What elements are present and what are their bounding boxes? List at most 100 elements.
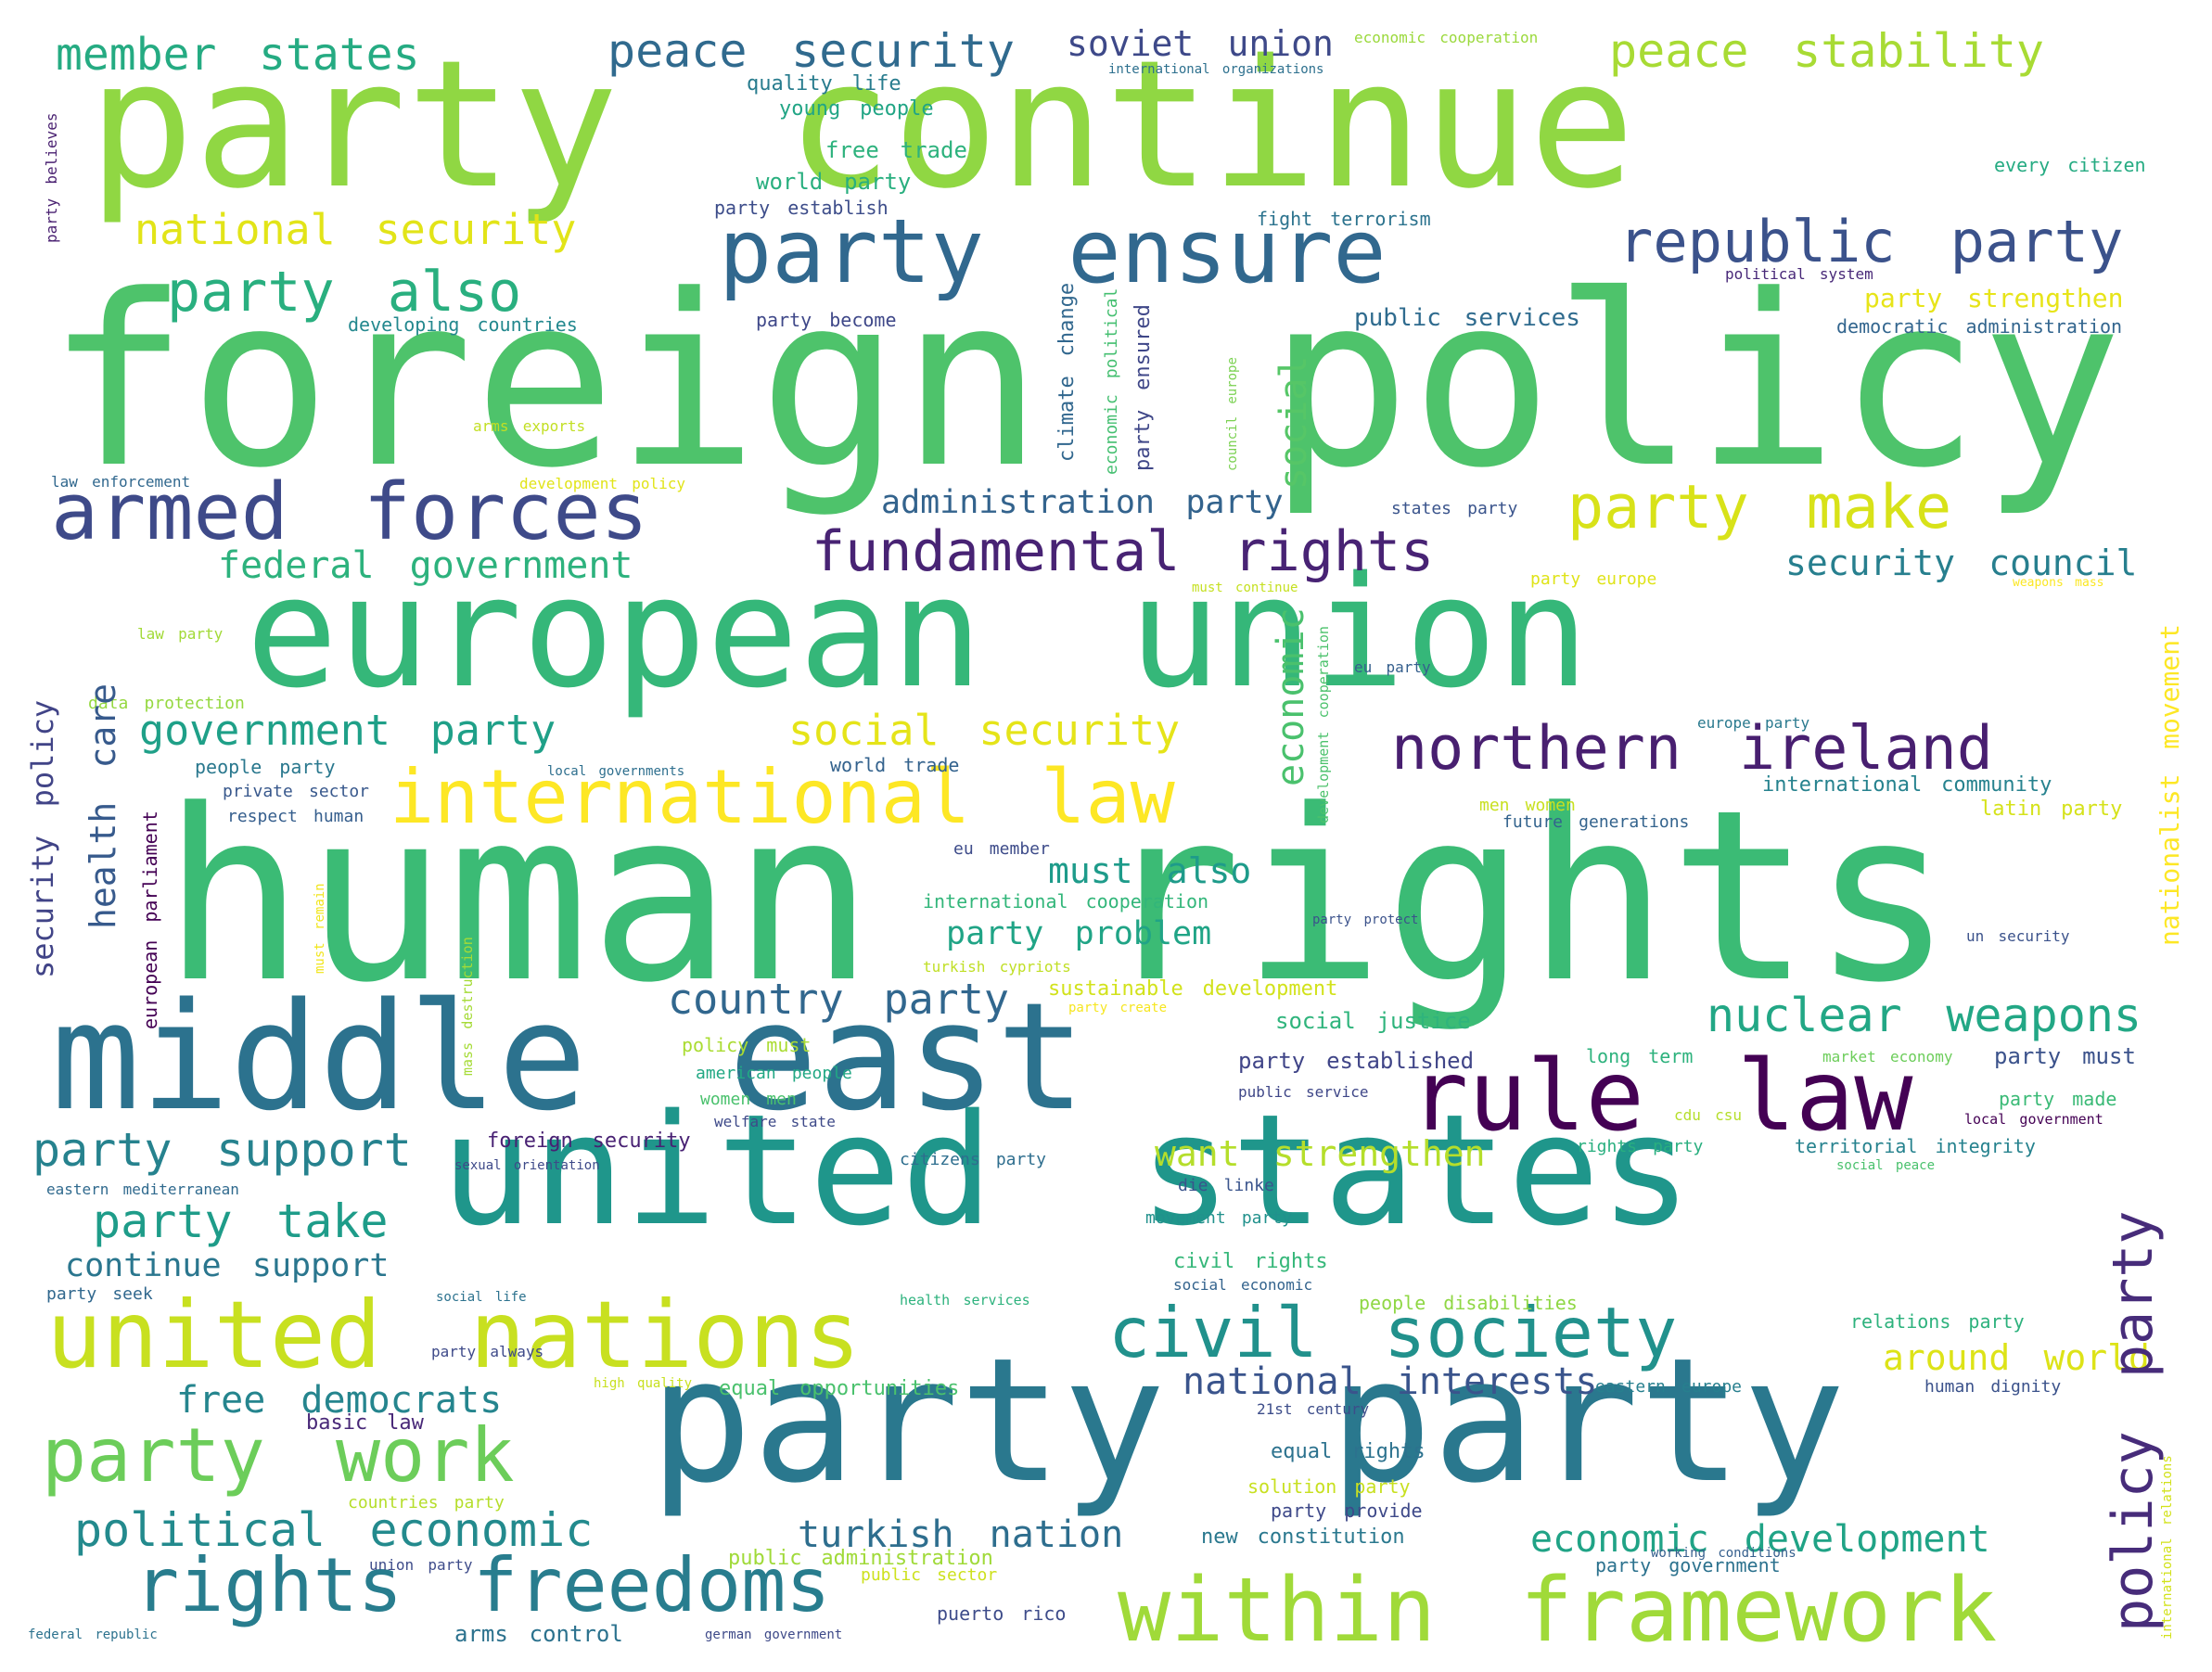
cloud-word: party provide bbox=[1271, 1500, 1423, 1522]
cloud-word: party always bbox=[431, 1343, 544, 1360]
cloud-word: fundamental rights bbox=[812, 519, 1435, 584]
cloud-word: climate change bbox=[1055, 282, 1079, 462]
cloud-word: international law bbox=[390, 754, 1175, 840]
cloud-word: united nations bbox=[46, 1281, 861, 1389]
cloud-word: civil society bbox=[1108, 1292, 1678, 1373]
cloud-word: long term bbox=[1586, 1045, 1694, 1067]
cloud-word: country party bbox=[668, 975, 1009, 1024]
cloud-word: party seek bbox=[46, 1284, 153, 1304]
cloud-word: international organizations bbox=[1108, 62, 1324, 77]
cloud-word: economic development bbox=[1530, 1518, 1990, 1561]
cloud-word: council europe bbox=[1225, 357, 1240, 471]
cloud-word: social life bbox=[436, 1290, 527, 1305]
cloud-word: men women bbox=[1479, 796, 1576, 815]
cloud-word: world party bbox=[756, 169, 912, 195]
cloud-word: party establish bbox=[714, 197, 889, 219]
cloud-word: party government bbox=[1595, 1554, 1781, 1576]
cloud-word: nationalist movement bbox=[2154, 624, 2185, 946]
cloud-word: republic party bbox=[1618, 208, 2124, 275]
cloud-word: party europe bbox=[1530, 569, 1657, 589]
cloud-word: sexual orientation bbox=[454, 1158, 600, 1173]
cloud-word: social economic bbox=[1173, 1276, 1313, 1294]
cloud-word: local governments bbox=[547, 764, 685, 779]
cloud-word: must remain bbox=[313, 883, 327, 974]
cloud-word: party become bbox=[756, 309, 897, 331]
cloud-word: development policy bbox=[519, 475, 685, 492]
cloud-word: party continue bbox=[88, 22, 1635, 227]
cloud-word: health care bbox=[83, 683, 123, 929]
cloud-word: turkish nation bbox=[798, 1513, 1124, 1556]
cloud-word: weapons mass bbox=[2013, 576, 2104, 590]
cloud-word: must continue bbox=[1192, 581, 1298, 595]
cloud-word: sustainable development bbox=[1048, 977, 1338, 1001]
cloud-word: american people bbox=[696, 1064, 852, 1083]
cloud-word: equal opportunities bbox=[719, 1377, 960, 1400]
cloud-word: party must bbox=[1994, 1043, 2136, 1069]
cloud-word: european union bbox=[246, 543, 1590, 721]
cloud-word: federal government bbox=[218, 544, 633, 587]
cloud-word: social bbox=[1272, 355, 1315, 491]
cloud-word: turkish cypriots bbox=[923, 958, 1071, 976]
cloud-word: world trade bbox=[830, 754, 960, 776]
cloud-word: die linke bbox=[1178, 1176, 1274, 1195]
cloud-word: party create bbox=[1068, 1001, 1168, 1015]
cloud-word: rights freedoms bbox=[134, 1542, 831, 1628]
cloud-word: national security bbox=[134, 205, 577, 254]
cloud-word: latin party bbox=[1980, 798, 2123, 821]
cloud-word: 21st century bbox=[1257, 1400, 1370, 1418]
cloud-word: democratic administration bbox=[1836, 315, 2123, 338]
cloud-word: government party bbox=[139, 706, 556, 755]
cloud-word: economic political bbox=[1102, 287, 1121, 475]
cloud-word: states party bbox=[1391, 499, 1518, 518]
cloud-word: rule law bbox=[1410, 1040, 1913, 1153]
cloud-word: national interests bbox=[1183, 1360, 1598, 1403]
cloud-word: security policy bbox=[25, 699, 60, 978]
cloud-word: basic law bbox=[306, 1411, 424, 1435]
cloud-word: people party bbox=[195, 756, 336, 778]
cloud-word: eu party bbox=[1354, 658, 1431, 676]
cloud-word: international community bbox=[1762, 773, 2052, 797]
cloud-word: puerto rico bbox=[937, 1602, 1067, 1625]
cloud-word: citizens party bbox=[900, 1150, 1047, 1169]
cloud-word: civil rights bbox=[1173, 1250, 1328, 1273]
cloud-word: market economy bbox=[1822, 1048, 1953, 1066]
cloud-word: arms exports bbox=[473, 417, 586, 435]
cloud-word: solution party bbox=[1247, 1475, 1411, 1498]
cloud-word: party also bbox=[167, 260, 522, 325]
cloud-word: equal rights bbox=[1271, 1440, 1426, 1463]
cloud-word: party work bbox=[42, 1412, 515, 1499]
cloud-word: economic cooperation bbox=[1354, 29, 1539, 46]
cloud-word: armed forces bbox=[51, 466, 648, 558]
cloud-word: peace stability bbox=[1609, 24, 2045, 78]
cloud-word: policy party bbox=[2101, 1210, 2166, 1632]
cloud-word: free trade bbox=[825, 137, 967, 163]
cloud-word: soviet union bbox=[1067, 23, 1334, 64]
cloud-word: want strengthen bbox=[1155, 1133, 1486, 1174]
cloud-word: political system bbox=[1725, 265, 1873, 283]
cloud-word: party ensured bbox=[1132, 304, 1155, 471]
cloud-word: respect human bbox=[227, 807, 364, 826]
cloud-word: peace security bbox=[607, 24, 1015, 78]
cloud-word: law enforcement bbox=[51, 473, 191, 491]
cloud-word: security council bbox=[1785, 542, 2138, 583]
cloud-word: every citizen bbox=[1994, 154, 2146, 176]
cloud-word: party established bbox=[1238, 1048, 1475, 1074]
cloud-word: northern ireland bbox=[1391, 714, 1993, 784]
cloud-word: europe party bbox=[1697, 714, 1810, 732]
cloud-word: development cooperation bbox=[1315, 626, 1332, 823]
cloud-word: eastern europe bbox=[1595, 1377, 1743, 1397]
cloud-word: party believes bbox=[43, 112, 60, 243]
cloud-word: eu member bbox=[953, 839, 1050, 859]
cloud-word: international cooperation bbox=[923, 890, 1209, 913]
cloud-word: party ensure bbox=[719, 201, 1387, 303]
cloud-word: member states bbox=[56, 29, 420, 81]
cloud-word: nuclear weapons bbox=[1707, 989, 2142, 1042]
cloud-word: policy must bbox=[682, 1034, 812, 1056]
cloud-word: arms control bbox=[454, 1621, 623, 1647]
cloud-word: public service bbox=[1238, 1083, 1369, 1101]
cloud-word: union party bbox=[369, 1556, 473, 1574]
cloud-word: united states bbox=[441, 1081, 1693, 1259]
cloud-word: movement party bbox=[1145, 1208, 1293, 1228]
cloud-word: law party bbox=[137, 625, 224, 643]
